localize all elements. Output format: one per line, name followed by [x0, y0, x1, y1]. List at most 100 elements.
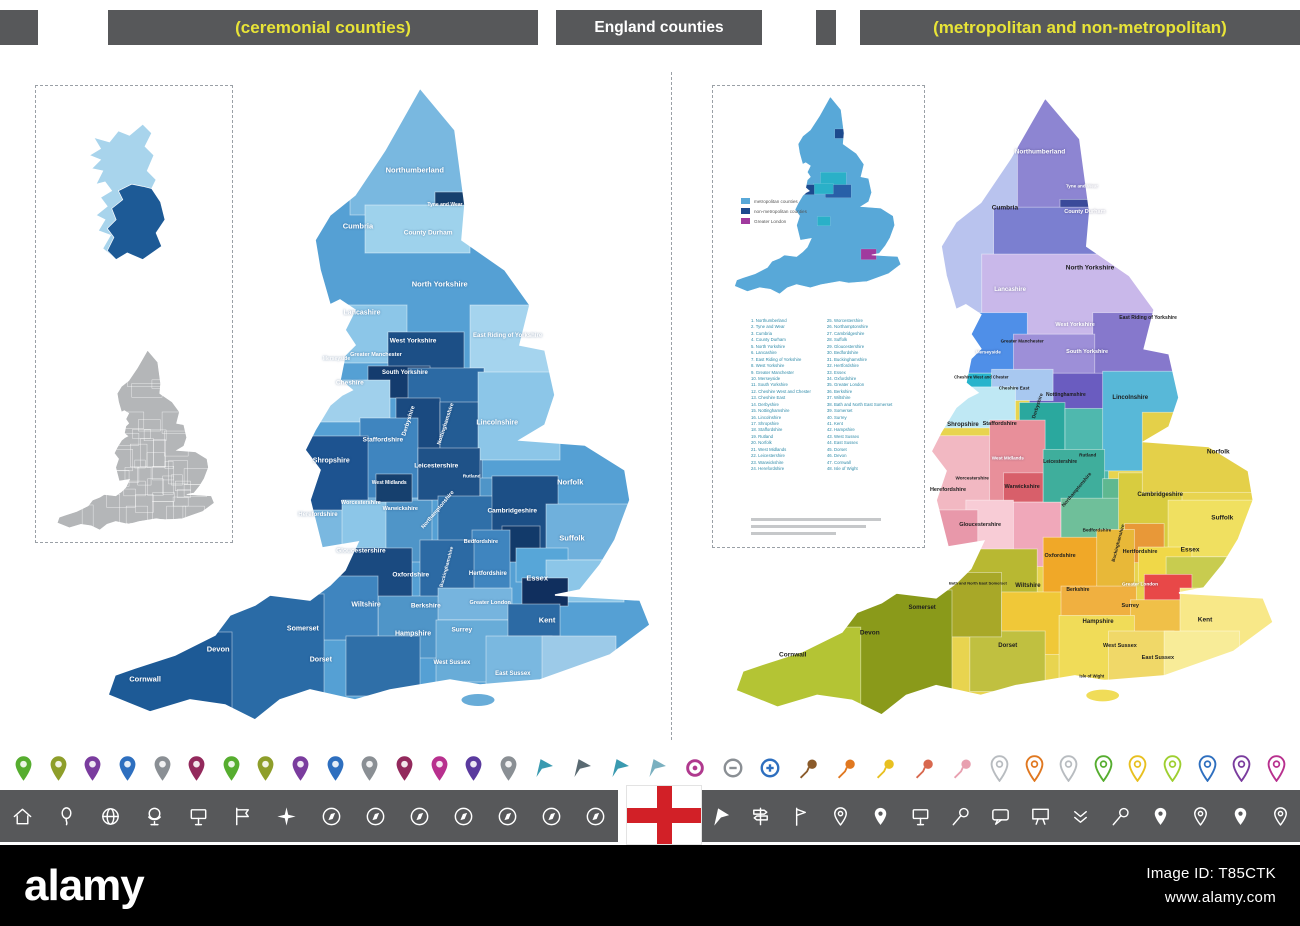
- balloon-icon: [55, 805, 78, 828]
- cursor-flag-icon: [571, 757, 593, 779]
- legend-item: Greater London: [741, 218, 807, 224]
- county-label: Rutland: [462, 474, 481, 480]
- county-list-item: 5. North Yorkshire: [751, 343, 786, 349]
- county-label: Rutland: [1079, 452, 1097, 458]
- inset-note-line: [751, 525, 866, 528]
- metropolitan-counties-map: Northumberland Tyne and Wear Cumbria County…: [718, 90, 1293, 715]
- compass-icon: [540, 805, 563, 828]
- compass-icon: [496, 805, 519, 828]
- county-label: Lancashire: [343, 309, 381, 317]
- cursor-flag-icon: [646, 757, 668, 779]
- county-label: South Yorkshire: [382, 370, 428, 377]
- county-list-item: 6. Lancashire: [751, 350, 777, 356]
- county-list-item: 13. Cheshire East: [751, 395, 786, 401]
- county-label: Cheshire: [335, 379, 364, 387]
- county-label: Buckinghamshire: [438, 545, 456, 589]
- county-label: Shropshire: [947, 422, 979, 428]
- pin-icon: [499, 755, 518, 782]
- golf-flag-icon: [789, 805, 812, 828]
- pushpin-icon: [913, 756, 936, 781]
- mini-england-map: [734, 95, 902, 294]
- county-label: Greater London: [1122, 582, 1159, 588]
- county-label: Northumberland: [1014, 148, 1066, 156]
- county-label: Cumbria: [342, 221, 374, 231]
- county-list-item: 24. Herefordshire: [751, 466, 785, 472]
- pin-icon: [326, 755, 345, 782]
- cursor-flag-icon: [533, 757, 555, 779]
- county-label: Bedfordshire: [463, 539, 499, 546]
- pin-outline-icon: [990, 754, 1009, 782]
- county-list-item: 44. East Sussex: [826, 440, 858, 446]
- county-label: Northumberland: [385, 165, 444, 175]
- county-label: Northamptonshire: [420, 489, 456, 531]
- county-label: West Midlands: [371, 480, 407, 487]
- county-label: West Yorkshire: [389, 337, 437, 345]
- legend-label: Greater London: [754, 218, 787, 224]
- circle-plus-icon: [759, 757, 781, 779]
- county-label: Derbyshire: [401, 405, 417, 437]
- pin-icon: [153, 755, 172, 782]
- title-center: England counties: [556, 10, 762, 45]
- county-list-item: 33. Essex: [826, 369, 846, 375]
- map-legend: metropolitan counties non-metropolitan co…: [741, 198, 807, 228]
- marker-icon: [1149, 805, 1172, 828]
- compass-icon: [320, 805, 343, 828]
- county-label: Hampshire: [1082, 618, 1114, 625]
- pin-icon: [430, 755, 449, 782]
- isle-of-wight-shape: [460, 693, 496, 707]
- pin-icon: [83, 755, 102, 782]
- county-list-item: 18. Staffordshire: [751, 427, 783, 433]
- county-label: Staffordshire: [362, 436, 404, 444]
- cursor-flag-icon: [609, 757, 631, 779]
- county-label: Dorset: [309, 656, 332, 664]
- county-label: West Yorkshire: [1055, 322, 1095, 328]
- legend-item: metropolitan counties: [741, 198, 807, 204]
- county-label: West Midlands: [991, 455, 1024, 461]
- county-label: Greater Manchester: [350, 352, 402, 359]
- county-label: Cheshire East: [998, 385, 1030, 391]
- inset-note-line: [751, 518, 881, 521]
- county-label: Derbyshire: [1031, 392, 1046, 419]
- county-label: Cornwall: [779, 651, 807, 659]
- county-list-item: 31. Buckinghamshire: [826, 356, 868, 362]
- marker-icon: [1229, 805, 1252, 828]
- county-label: West Sussex: [1103, 643, 1137, 650]
- legend-label: non-metropolitan counties: [754, 208, 807, 214]
- county-label: Oxfordshire: [1044, 553, 1076, 560]
- county-list-item: 2. Tyne and Wear: [751, 324, 785, 330]
- left-map-labels: Northumberland Cumbria Tyne and Wear County…: [90, 80, 670, 720]
- county-label: South Yorkshire: [1066, 348, 1109, 355]
- pin-icon: [360, 755, 379, 782]
- legend-swatch: [741, 218, 750, 224]
- county-list-column-2: 25. Worcestershire 26. Northamptonshire 27…: [827, 318, 892, 473]
- county-list-item: 19. Rutland: [751, 433, 773, 439]
- pin-icon: [222, 755, 241, 782]
- county-list-item: 16. Lincolnshire: [751, 414, 782, 420]
- county-label: Berkshire: [1066, 587, 1090, 593]
- county-label: Kent: [538, 615, 556, 625]
- county-label: East Riding of Yorkshire: [1119, 315, 1177, 322]
- ceremonial-counties-map: Northumberland Cumbria Tyne and Wear County…: [90, 80, 670, 720]
- pushpin-icon: [797, 756, 820, 781]
- compass-icon: [408, 805, 431, 828]
- county-label: Merseyside: [322, 356, 351, 363]
- county-list-column-1: 1. Northumberland 2. Tyne and Wear 3. Cumb…: [751, 318, 811, 473]
- pin-outline-icon: [1163, 754, 1182, 782]
- alamy-url: www.alamy.com: [1164, 888, 1276, 906]
- image-credit: Image ID: T85CTK www.alamy.com: [1146, 862, 1276, 910]
- speech-bubble-icon: [989, 805, 1012, 828]
- county-list-item: 36. Berkshire: [826, 388, 853, 394]
- county-label: Norfolk: [1206, 448, 1230, 456]
- county-label: Isle of Wight: [1079, 673, 1105, 679]
- billboard-icon: [1029, 805, 1052, 828]
- watermark-bar: alamy Image ID: T85CTK www.alamy.com: [0, 845, 1300, 926]
- inset-notes: [751, 514, 891, 539]
- county-label: East Sussex: [495, 670, 531, 677]
- county-label: Greater London: [469, 599, 511, 606]
- sign-icon: [187, 805, 210, 828]
- pin-icon: [464, 755, 483, 782]
- pin-outline-icon: [1128, 754, 1147, 782]
- county-label: Cambridgeshire: [487, 507, 537, 515]
- ring-icon: [684, 757, 706, 779]
